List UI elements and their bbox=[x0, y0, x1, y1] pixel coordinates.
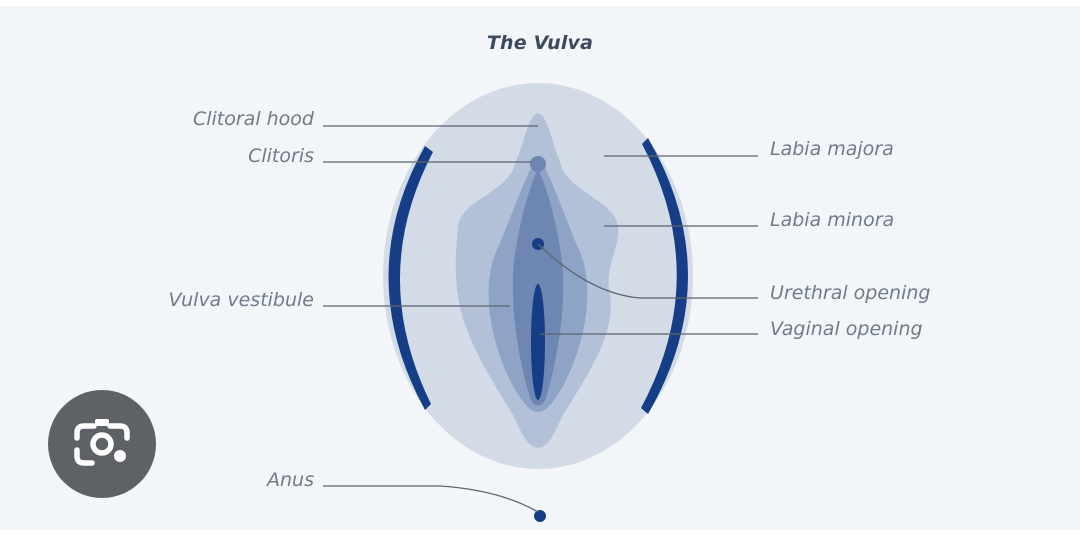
label-anus: Anus bbox=[267, 469, 314, 491]
label-urethral-opening: Urethral opening bbox=[770, 282, 931, 304]
clitoris-dot bbox=[530, 156, 546, 172]
label-clitoral-hood: Clitoral hood bbox=[192, 108, 314, 130]
label-labia-minora: Labia minora bbox=[770, 209, 895, 231]
right-outline-arc bbox=[641, 138, 688, 414]
anus-dot bbox=[534, 510, 546, 522]
label-labia-majora: Labia majora bbox=[770, 138, 894, 160]
left-outline-arc bbox=[388, 146, 433, 410]
anus-leader bbox=[323, 485, 539, 513]
label-vaginal-opening: Vaginal opening bbox=[770, 318, 923, 340]
label-vulva-vestibule: Vulva vestibule bbox=[168, 289, 314, 311]
diagram-title: The Vulva bbox=[486, 32, 594, 54]
visual-search-button[interactable] bbox=[48, 390, 156, 498]
camera-search-icon bbox=[74, 419, 130, 466]
urethral-opening-leader bbox=[537, 243, 758, 299]
label-clitoris: Clitoris bbox=[248, 145, 314, 167]
vaginal-opening-shape bbox=[531, 284, 545, 400]
